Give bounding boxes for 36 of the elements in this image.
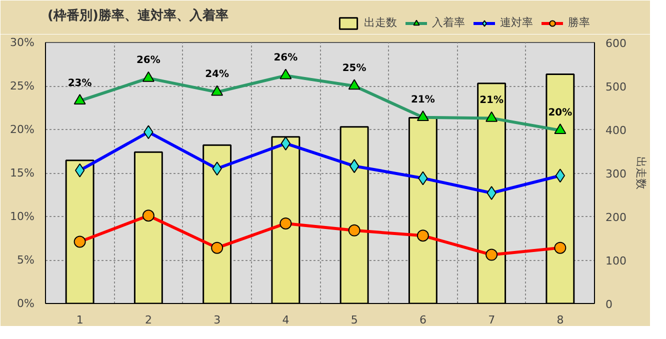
chart-title: (枠番別)勝率、連対率、入着率 [48,7,228,24]
legend-label: 出走数 [364,15,397,30]
y2-tick-label: 0 [606,298,612,311]
y-tick-label: 15% [10,166,35,180]
data-label: 25% [342,63,366,74]
x-tick-label: 6 [419,314,426,326]
y2-tick-label: 100 [606,254,626,268]
x-tick-label: 7 [488,314,496,326]
y-tick-label: 5% [17,254,34,266]
data-label: 26% [274,52,298,64]
x-tick-label: 5 [350,314,358,326]
legend-label: 連対率 [500,15,533,30]
y-tick-label: 25% [10,80,35,92]
data-label: 23% [68,78,92,89]
data-label: 20% [548,107,572,118]
y2-tick-label: 200 [606,211,626,224]
y2-axis-title: 出走数 [634,156,648,190]
y2-tick-label: 400 [606,124,626,137]
x-tick-label: 2 [144,314,152,326]
x-tick-label: 8 [556,314,564,326]
data-label: 21% [410,94,435,106]
x-tick-label: 1 [76,314,84,326]
data-label: 26% [136,55,160,66]
y2-tick-label: 500 [606,80,626,94]
y-tick-label: 30% [10,36,35,49]
legend-label: 入着率 [432,15,465,30]
x-tick-label: 3 [214,314,221,326]
y2-tick-label: 300 [606,168,626,180]
y-tick-label: 0% [17,297,34,310]
data-label: 21% [480,95,504,106]
y-tick-label: 20% [10,123,35,136]
legend-label: 勝率 [568,15,590,30]
x-tick-label: 4 [282,314,290,326]
y2-tick-label: 600 [606,37,626,50]
data-label: 24% [205,69,230,80]
y-tick-label: 10% [10,210,35,223]
